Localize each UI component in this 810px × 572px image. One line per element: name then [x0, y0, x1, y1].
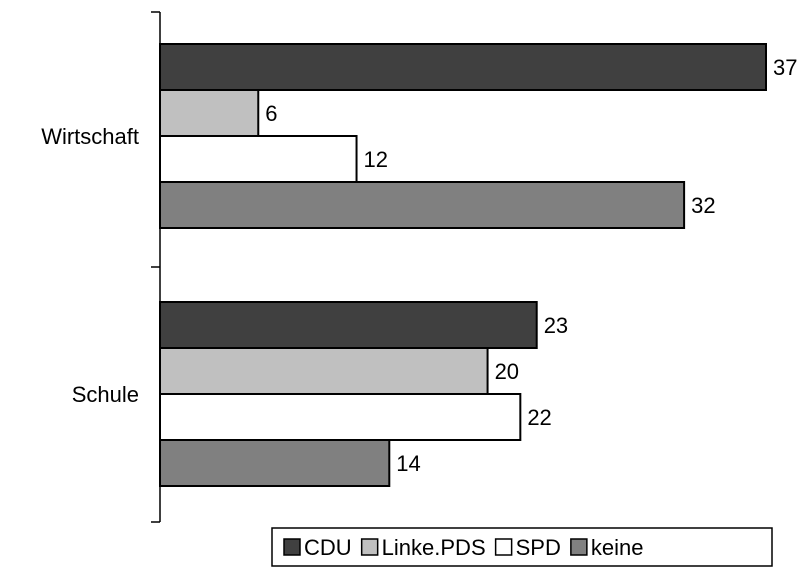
legend-label: keine [591, 535, 644, 560]
bar-spd-schule [159, 393, 522, 441]
data-label: 22 [527, 405, 551, 430]
legend-swatch [570, 538, 588, 556]
legend: CDU Linke.PDS SPD keine [271, 527, 773, 567]
axis-layer [151, 11, 161, 523]
bars-layer [159, 43, 767, 487]
data-label: 37 [773, 55, 797, 80]
labels-layer: 37 6 12 32 Wirtschaft 23 20 22 14 Schule [41, 55, 797, 476]
bar-cdu-wirtschaft [159, 43, 767, 91]
bar-keine-wirtschaft [159, 181, 686, 229]
category-label: Schule [72, 382, 139, 407]
legend-box [271, 527, 773, 567]
bar-linke-pds-wirtschaft [159, 89, 260, 137]
legend-label: SPD [516, 535, 561, 560]
data-label: 6 [265, 101, 277, 126]
legend-label: Linke.PDS [382, 535, 486, 560]
legend-swatch [360, 538, 379, 556]
data-label: 23 [544, 313, 568, 338]
bar-linke-pds-schule [159, 347, 489, 395]
legend-swatch [494, 538, 513, 556]
bar-cdu-schule [159, 301, 538, 349]
data-label: 14 [396, 451, 420, 476]
data-label: 20 [495, 359, 519, 384]
legend-swatch [283, 538, 301, 556]
category-label: Wirtschaft [41, 124, 139, 149]
data-label: 32 [691, 193, 715, 218]
bar-spd-wirtschaft [159, 135, 358, 183]
bar-keine-schule [159, 439, 391, 487]
legend-label: CDU [304, 535, 352, 560]
data-label: 12 [364, 147, 388, 172]
